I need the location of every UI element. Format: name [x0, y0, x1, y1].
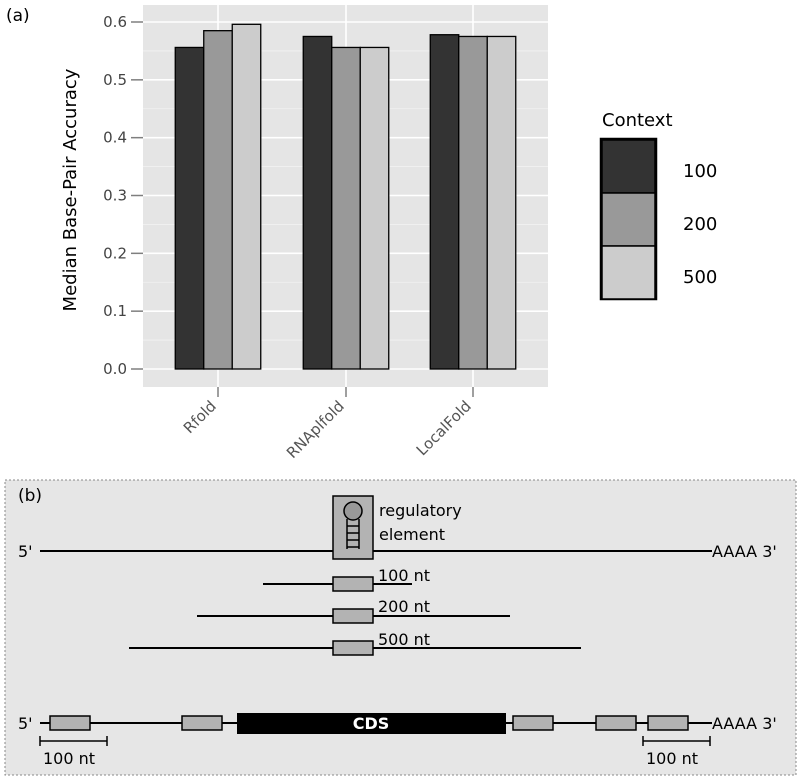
y-tick-label: 0.4 [103, 129, 127, 147]
y-tick-label: 0.2 [103, 244, 127, 262]
bar-rfold-500 [231, 23, 262, 370]
y-tick-label: 0.6 [103, 13, 127, 31]
context-box-100 [332, 576, 374, 592]
regulatory-element [332, 495, 374, 560]
y-axis: 0.0 0.1 0.2 0.3 0.4 0.5 0.6 [103, 13, 127, 378]
y-tick-label: 0.1 [103, 302, 127, 320]
scale-bar-right [642, 736, 711, 746]
legend-key-200 [601, 192, 656, 247]
bar-rfold-100 [174, 46, 205, 370]
context-label-500: 500 nt [378, 630, 430, 649]
cds-label: CDS [353, 714, 390, 733]
bars [174, 23, 517, 370]
context-label-100: 100 nt [378, 566, 430, 585]
element-box [49, 715, 91, 731]
three-prime-label: AAAA 3' [712, 542, 777, 561]
x-axis: Rfold RNAplfold LocalFold [180, 397, 475, 462]
bar-rnaplfold-100 [302, 35, 333, 370]
y-tick-label: 0.0 [103, 360, 127, 378]
bar-rnaplfold-500 [359, 46, 390, 370]
bar-localfold-500 [486, 35, 517, 370]
y-tick-marks [131, 21, 143, 370]
legend-key-100 [601, 139, 656, 194]
element-box [595, 715, 637, 731]
bar-rfold-200 [203, 30, 233, 370]
y-tick-label: 0.5 [103, 71, 127, 89]
three-prime-label: AAAA 3' [712, 714, 777, 733]
element-box [512, 715, 554, 731]
element-box [647, 715, 689, 731]
bar-localfold-100 [429, 34, 460, 370]
context-label-200: 200 nt [378, 597, 430, 616]
y-tick-label: 0.3 [103, 187, 127, 205]
hairpin-loop-icon [343, 501, 363, 521]
scale-label-left: 100 nt [43, 749, 95, 768]
x-tick-label: Rfold [180, 397, 220, 437]
x-tick-label: LocalFold [413, 397, 475, 459]
scale-label-right: 100 nt [646, 749, 698, 768]
element-box [181, 715, 223, 731]
scale-bar-left [39, 736, 108, 746]
context-box-200 [332, 608, 374, 624]
legend-key-500 [601, 245, 656, 300]
x-tick-label: RNAplfold [283, 397, 348, 462]
panel-b-label: (b) [18, 486, 42, 506]
regulatory-label: element [379, 525, 445, 544]
bar-rnaplfold-200 [331, 46, 361, 370]
cds-region [237, 713, 506, 734]
x-tick-marks [217, 387, 474, 397]
legend-label-500: 500 [683, 267, 717, 288]
legend-label-200: 200 [683, 214, 717, 235]
five-prime-label: 5' [18, 542, 33, 561]
panel-a-label: (a) [6, 6, 30, 26]
legend: Context 100 200 500 [599, 110, 717, 301]
legend-title: Context [602, 110, 673, 131]
context-box-500 [332, 640, 374, 656]
y-axis-label: Median Base-Pair Accuracy [60, 68, 81, 311]
five-prime-label: 5' [18, 714, 33, 733]
legend-label-100: 100 [683, 161, 717, 182]
regulatory-label: regulatory [379, 501, 462, 520]
bar-localfold-200 [458, 35, 488, 370]
